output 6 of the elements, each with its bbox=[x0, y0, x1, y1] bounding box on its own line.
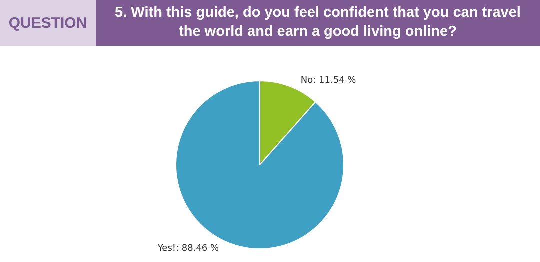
slice-label: Yes! bbox=[156, 244, 176, 254]
text: QUESTION bbox=[8, 14, 88, 32]
data-label: : 88.46 % bbox=[176, 244, 220, 254]
data-label: : 11.54 % bbox=[313, 76, 357, 86]
chart-title: 5. With this guide, do you feel confident that you can travel the world and earn a good living online? bbox=[96, 0, 540, 46]
slice-label: No bbox=[300, 76, 314, 86]
